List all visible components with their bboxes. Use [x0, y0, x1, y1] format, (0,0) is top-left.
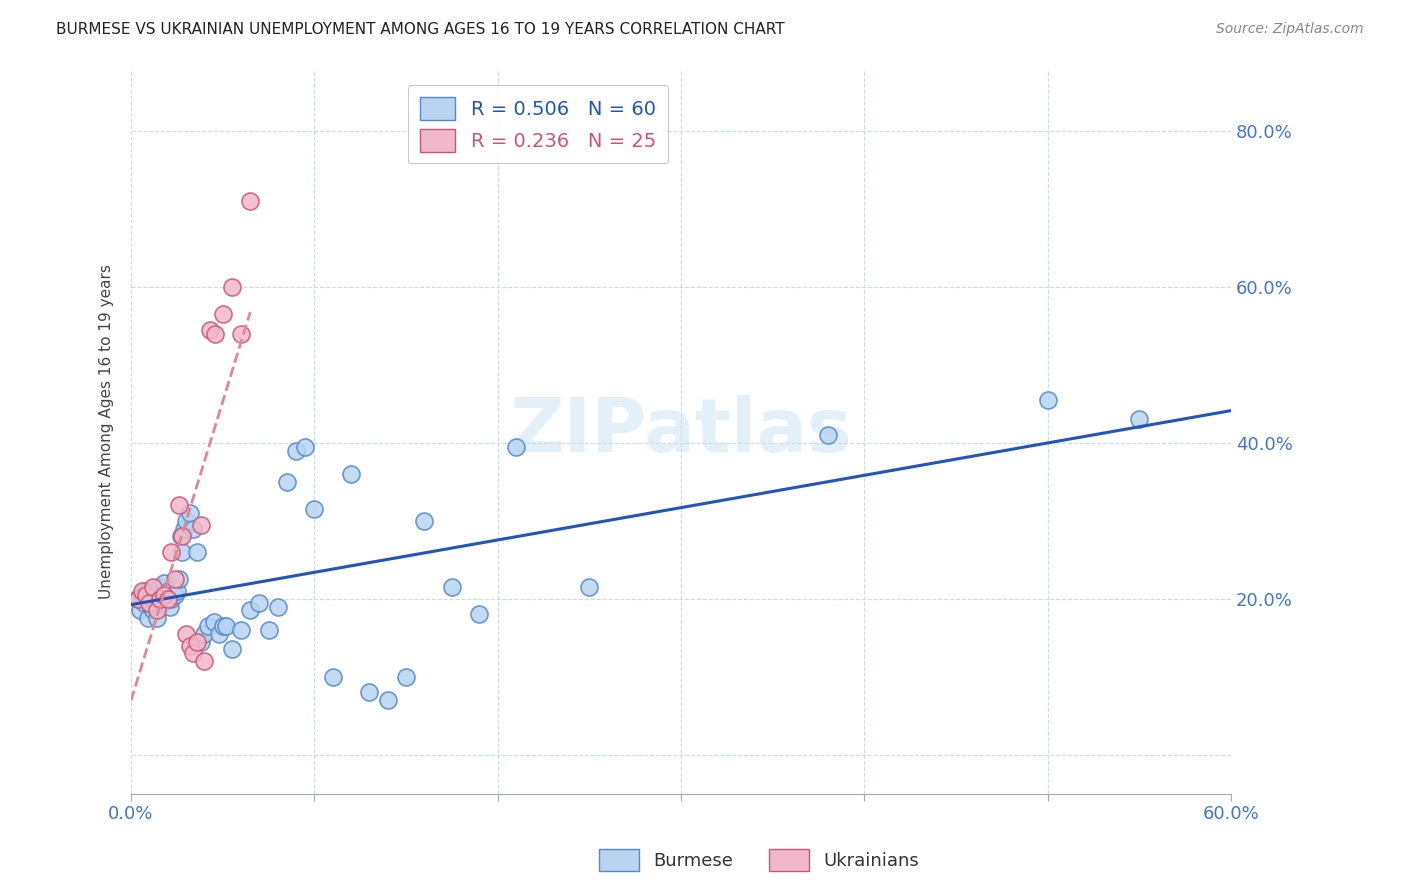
Ukrainians [229, 326, 252, 341]
Burmese [167, 572, 190, 586]
Ukrainians [149, 591, 172, 606]
Burmese [211, 619, 233, 633]
Burmese [239, 603, 262, 617]
Burmese [468, 607, 491, 622]
Burmese [247, 596, 270, 610]
Text: ZIPatlas: ZIPatlas [509, 394, 852, 467]
Ukrainians [167, 498, 190, 512]
Burmese [183, 522, 205, 536]
Burmese [141, 599, 163, 614]
Burmese [377, 693, 399, 707]
Burmese [149, 588, 172, 602]
Burmese [1036, 392, 1059, 407]
Burmese [148, 580, 170, 594]
Burmese [129, 603, 152, 617]
Ukrainians [221, 280, 243, 294]
Burmese [578, 580, 600, 594]
Legend: R = 0.506   N = 60, R = 0.236   N = 25: R = 0.506 N = 60, R = 0.236 N = 25 [408, 86, 668, 163]
Burmese [359, 685, 381, 699]
Burmese [257, 623, 280, 637]
Burmese [208, 627, 231, 641]
Ukrainians [131, 583, 153, 598]
Burmese [155, 591, 177, 606]
Ukrainians [127, 591, 149, 606]
Ukrainians [160, 545, 183, 559]
Burmese [322, 670, 344, 684]
Burmese [276, 475, 298, 489]
Ukrainians [186, 634, 208, 648]
Ukrainians [153, 588, 176, 602]
Burmese [505, 440, 527, 454]
Ukrainians [163, 572, 186, 586]
Burmese [817, 428, 839, 442]
Burmese [138, 591, 160, 606]
Burmese [395, 670, 418, 684]
Burmese [169, 529, 191, 543]
Burmese [190, 634, 212, 648]
Burmese [145, 611, 167, 625]
Ukrainians [145, 603, 167, 617]
Ukrainians [239, 194, 262, 208]
Burmese [135, 583, 157, 598]
Burmese [285, 443, 308, 458]
Burmese [221, 642, 243, 657]
Burmese [142, 603, 165, 617]
Legend: Burmese, Ukrainians: Burmese, Ukrainians [592, 842, 927, 879]
Ukrainians [138, 596, 160, 610]
Burmese [150, 596, 173, 610]
Ukrainians [179, 639, 201, 653]
Burmese [186, 545, 208, 559]
Burmese [304, 502, 326, 516]
Burmese [143, 596, 166, 610]
Burmese [173, 522, 195, 536]
Ukrainians [183, 646, 205, 660]
Ukrainians [198, 323, 221, 337]
Burmese [340, 467, 363, 481]
Ukrainians [172, 529, 194, 543]
Burmese [197, 619, 219, 633]
Burmese [229, 623, 252, 637]
Burmese [136, 611, 159, 625]
Ukrainians [211, 307, 233, 321]
Burmese [132, 596, 155, 610]
Burmese [1128, 412, 1150, 426]
Ukrainians [135, 588, 157, 602]
Burmese [153, 576, 176, 591]
Ukrainians [142, 580, 165, 594]
Burmese [166, 583, 188, 598]
Burmese [156, 583, 179, 598]
Burmese [163, 588, 186, 602]
Text: Source: ZipAtlas.com: Source: ZipAtlas.com [1216, 22, 1364, 37]
Burmese [179, 506, 201, 520]
Burmese [159, 599, 181, 614]
Text: BURMESE VS UKRAINIAN UNEMPLOYMENT AMONG AGES 16 TO 19 YEARS CORRELATION CHART: BURMESE VS UKRAINIAN UNEMPLOYMENT AMONG … [56, 22, 785, 37]
Burmese [172, 545, 194, 559]
Burmese [160, 591, 183, 606]
Burmese [193, 627, 215, 641]
Ukrainians [190, 517, 212, 532]
Burmese [125, 591, 148, 606]
Ukrainians [156, 591, 179, 606]
Burmese [131, 588, 153, 602]
Burmese [174, 514, 197, 528]
Y-axis label: Unemployment Among Ages 16 to 19 years: Unemployment Among Ages 16 to 19 years [100, 264, 114, 599]
Burmese [215, 619, 238, 633]
Burmese [413, 514, 436, 528]
Burmese [266, 599, 288, 614]
Ukrainians [174, 627, 197, 641]
Ukrainians [204, 326, 226, 341]
Burmese [294, 440, 316, 454]
Burmese [440, 580, 463, 594]
Burmese [202, 615, 225, 629]
Ukrainians [193, 654, 215, 668]
Burmese [162, 580, 184, 594]
